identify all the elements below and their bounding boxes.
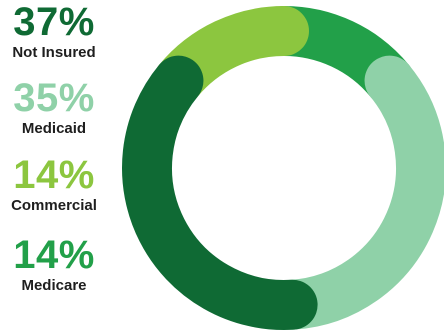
legend-value: 14% xyxy=(13,233,95,277)
legend-value: 37% xyxy=(13,0,95,44)
donut-segment-not-insured xyxy=(122,55,318,330)
legend-label: Medicare xyxy=(21,277,87,294)
legend-item-commercial: 14% Commercial xyxy=(0,155,108,214)
legend-item-not-insured: 37% Not Insured xyxy=(0,2,108,61)
legend-label: Commercial xyxy=(11,197,97,214)
legend-item-medicaid: 35% Medicaid xyxy=(0,78,108,137)
legend-value: 14% xyxy=(13,153,95,197)
legend-item-medicare: 14% Medicare xyxy=(0,235,108,294)
donut-segment-medicaid xyxy=(267,55,444,330)
legend-label: Not Insured xyxy=(12,44,96,61)
legend-label: Medicaid xyxy=(21,120,87,137)
legend-value: 35% xyxy=(13,76,95,120)
